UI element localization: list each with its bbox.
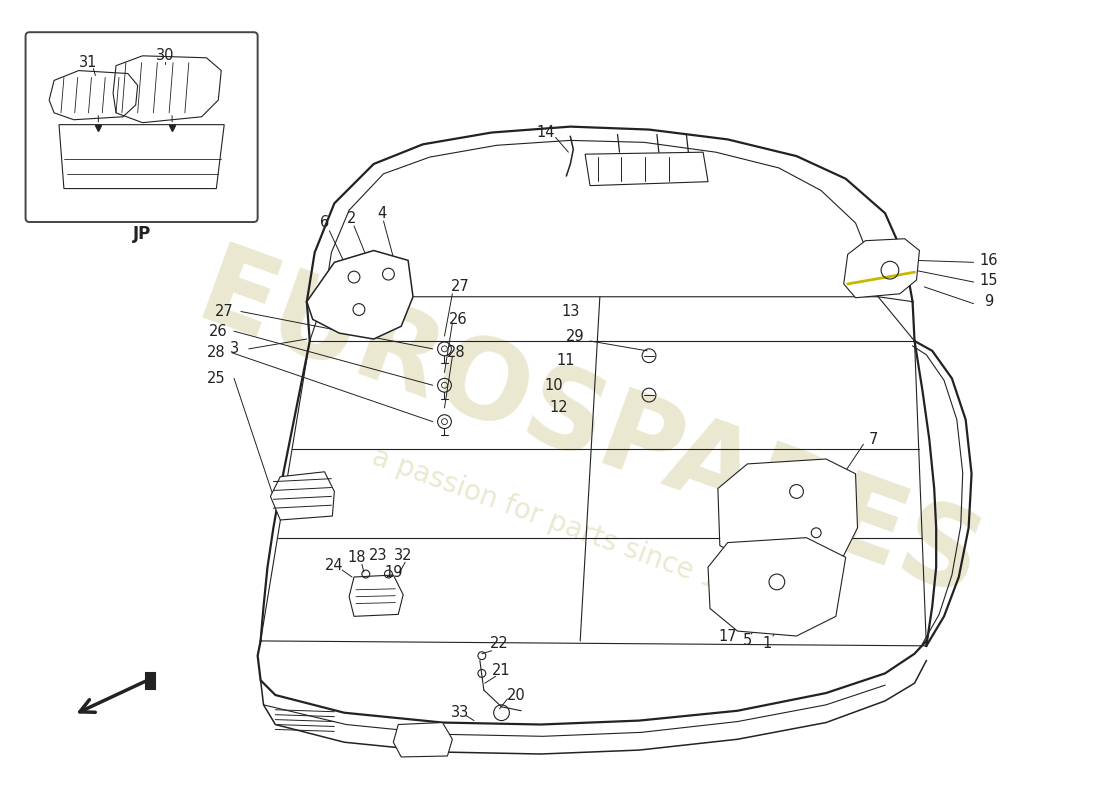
Text: JP: JP xyxy=(132,225,151,243)
Polygon shape xyxy=(271,472,334,520)
Text: 27: 27 xyxy=(451,279,470,294)
Text: 31: 31 xyxy=(79,55,98,70)
Text: 14: 14 xyxy=(537,125,556,140)
Polygon shape xyxy=(708,538,846,636)
Text: 3: 3 xyxy=(230,342,239,356)
Text: 18: 18 xyxy=(348,550,366,565)
Text: a passion for parts since 1985: a passion for parts since 1985 xyxy=(368,443,772,613)
Text: 21: 21 xyxy=(492,663,510,678)
Text: 19: 19 xyxy=(384,565,403,579)
Polygon shape xyxy=(718,459,858,569)
Polygon shape xyxy=(844,238,920,298)
Text: 23: 23 xyxy=(370,548,388,563)
Text: 33: 33 xyxy=(451,706,470,720)
FancyBboxPatch shape xyxy=(145,674,155,689)
Text: 17: 17 xyxy=(718,629,737,643)
Text: 13: 13 xyxy=(561,304,580,319)
Polygon shape xyxy=(307,250,412,339)
Text: 28: 28 xyxy=(447,346,465,360)
Text: 10: 10 xyxy=(544,378,563,393)
Text: 20: 20 xyxy=(507,687,526,702)
Text: 5: 5 xyxy=(742,634,752,649)
Text: 24: 24 xyxy=(324,558,343,573)
Text: 27: 27 xyxy=(214,304,233,319)
Text: 11: 11 xyxy=(557,353,574,368)
Text: 26: 26 xyxy=(209,324,228,338)
Polygon shape xyxy=(349,575,404,616)
Text: 7: 7 xyxy=(869,432,878,447)
Text: 22: 22 xyxy=(491,636,509,651)
Text: EUROSPARES: EUROSPARES xyxy=(184,238,997,621)
Text: 1: 1 xyxy=(762,636,772,651)
Text: 32: 32 xyxy=(394,548,412,563)
Text: 2: 2 xyxy=(348,210,356,226)
FancyBboxPatch shape xyxy=(25,32,257,222)
Polygon shape xyxy=(394,722,452,757)
Text: 6: 6 xyxy=(320,215,329,230)
Text: 26: 26 xyxy=(449,312,468,327)
Text: 16: 16 xyxy=(979,253,998,268)
Text: 25: 25 xyxy=(207,371,226,386)
Text: 12: 12 xyxy=(549,400,568,415)
Text: 4: 4 xyxy=(377,206,386,221)
Text: 30: 30 xyxy=(156,48,175,63)
Text: 28: 28 xyxy=(207,346,226,360)
Text: 15: 15 xyxy=(979,273,998,287)
Text: 29: 29 xyxy=(566,329,584,343)
Text: 9: 9 xyxy=(983,294,993,309)
